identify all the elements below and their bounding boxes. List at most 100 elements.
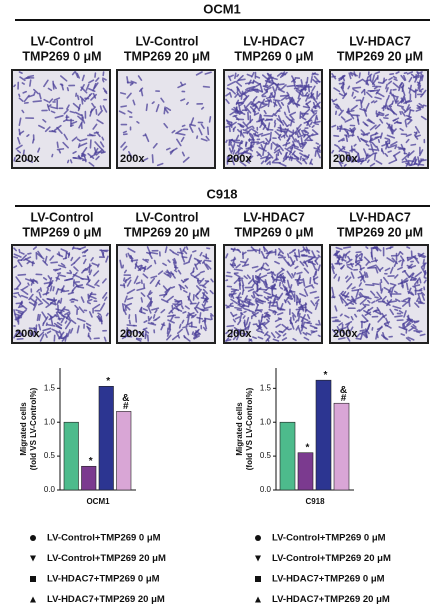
cell bbox=[309, 133, 314, 137]
cell bbox=[266, 318, 270, 322]
cell bbox=[410, 157, 416, 166]
cell bbox=[310, 330, 318, 334]
legend-label: LV-Control+TMP269 20 μM bbox=[272, 553, 391, 564]
cell bbox=[229, 91, 233, 98]
cell bbox=[83, 258, 87, 265]
cell bbox=[237, 301, 241, 305]
cell bbox=[250, 294, 255, 299]
cell bbox=[97, 312, 102, 316]
cell bbox=[408, 150, 415, 157]
cell bbox=[264, 262, 269, 267]
cell bbox=[334, 305, 338, 312]
cell bbox=[248, 303, 254, 306]
cell bbox=[247, 278, 254, 285]
cell bbox=[147, 301, 153, 309]
cell bbox=[85, 322, 92, 327]
cell bbox=[232, 318, 236, 323]
cell bbox=[412, 285, 417, 288]
cell bbox=[232, 313, 238, 317]
cell bbox=[251, 134, 255, 144]
cell bbox=[236, 91, 241, 98]
cell bbox=[418, 71, 423, 75]
cell bbox=[126, 324, 136, 327]
cell bbox=[251, 283, 255, 288]
cell bbox=[396, 121, 402, 124]
cell bbox=[370, 143, 375, 153]
cell bbox=[283, 130, 289, 138]
cell bbox=[346, 325, 351, 335]
cell bbox=[402, 74, 407, 81]
legend-marker bbox=[30, 535, 36, 541]
cell bbox=[297, 312, 301, 322]
cell bbox=[255, 89, 260, 93]
cell bbox=[338, 153, 343, 163]
cell bbox=[33, 91, 36, 96]
cell bbox=[241, 278, 245, 287]
cell bbox=[314, 114, 318, 124]
cell bbox=[402, 301, 408, 307]
cell bbox=[311, 72, 319, 76]
cell bbox=[169, 147, 178, 153]
cell bbox=[243, 330, 249, 337]
cell bbox=[382, 300, 391, 306]
cell bbox=[160, 322, 165, 331]
cell bbox=[274, 130, 281, 137]
cell bbox=[88, 263, 91, 273]
cell bbox=[177, 335, 181, 339]
cell bbox=[162, 262, 167, 267]
cell bbox=[386, 134, 396, 139]
cell bbox=[122, 277, 126, 282]
cell bbox=[291, 312, 297, 318]
cell bbox=[314, 101, 321, 108]
cell bbox=[310, 91, 313, 99]
y-tick-label: 0.0 bbox=[260, 485, 272, 494]
cell bbox=[66, 104, 70, 110]
cell bbox=[76, 94, 80, 101]
cell bbox=[225, 253, 229, 259]
cell bbox=[88, 133, 94, 137]
cell bbox=[74, 71, 79, 78]
cell bbox=[277, 292, 284, 301]
cell bbox=[388, 291, 393, 298]
cell bbox=[73, 256, 81, 264]
cell bbox=[398, 309, 404, 314]
magnification: 200x bbox=[120, 153, 145, 165]
cell bbox=[18, 71, 23, 74]
cell bbox=[133, 275, 139, 284]
cell bbox=[48, 277, 53, 286]
significance: & bbox=[122, 393, 129, 404]
cell bbox=[42, 291, 50, 296]
cell bbox=[81, 98, 84, 105]
cell bbox=[290, 134, 296, 143]
cell bbox=[173, 261, 177, 269]
cell bbox=[422, 104, 427, 107]
cell bbox=[225, 331, 229, 335]
panel-title: C918 bbox=[206, 186, 237, 201]
cell bbox=[37, 331, 45, 338]
cell bbox=[406, 104, 410, 111]
cell bbox=[375, 297, 382, 302]
cell bbox=[185, 321, 193, 327]
cell bbox=[303, 129, 310, 135]
cell bbox=[234, 115, 240, 121]
cell bbox=[314, 282, 319, 285]
cell bbox=[423, 262, 426, 270]
cell bbox=[392, 119, 397, 122]
cell bbox=[290, 260, 296, 267]
cell bbox=[90, 93, 97, 101]
cell bbox=[239, 299, 244, 304]
cell bbox=[145, 103, 149, 112]
cell bbox=[400, 333, 406, 336]
cell bbox=[403, 310, 407, 318]
cell bbox=[362, 295, 370, 298]
cell bbox=[369, 162, 376, 167]
cell bbox=[225, 98, 230, 105]
cell bbox=[141, 157, 149, 163]
cell bbox=[300, 79, 303, 85]
cell bbox=[414, 126, 420, 134]
cell bbox=[283, 134, 286, 139]
cell bbox=[37, 302, 44, 306]
cell bbox=[408, 84, 413, 94]
cell bbox=[303, 108, 311, 115]
cell bbox=[420, 89, 427, 98]
